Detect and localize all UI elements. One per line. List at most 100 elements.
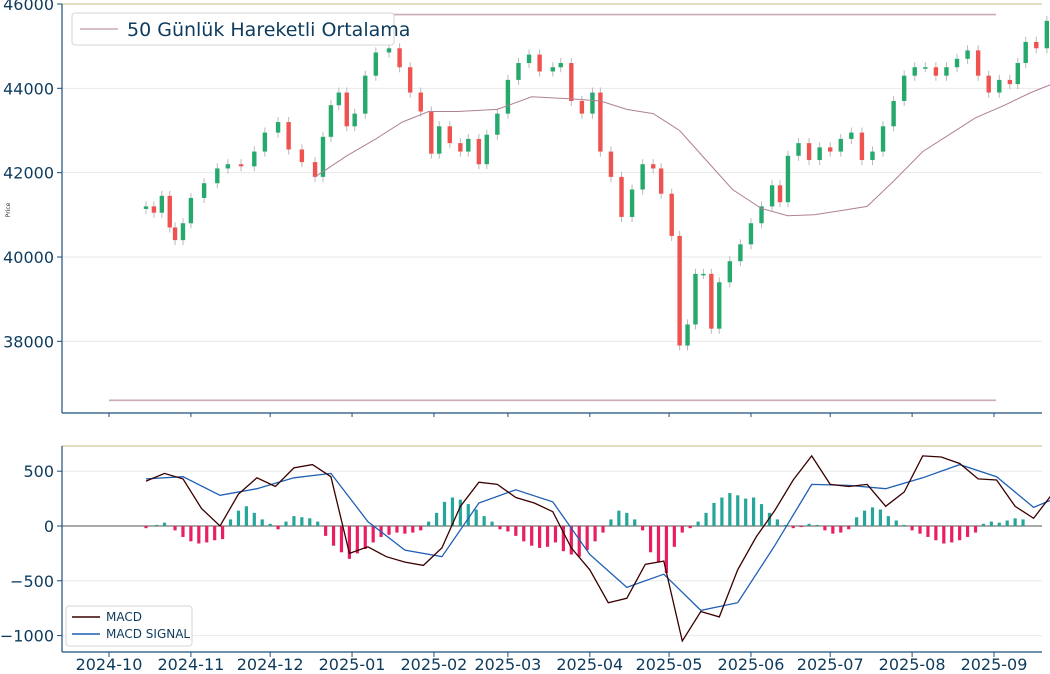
- candle-body: [363, 75, 368, 114]
- candle-body: [901, 75, 907, 101]
- candle-body: [550, 67, 556, 72]
- macd-hist-bar: [474, 509, 478, 526]
- macd-legend-label-signal: MACD SIGNAL: [106, 627, 190, 641]
- macd-hist-bar: [759, 504, 764, 526]
- candle-body: [693, 273, 698, 325]
- macd-hist-bar: [434, 512, 439, 526]
- candle-body: [495, 113, 500, 135]
- macd-hist-bar: [363, 525, 367, 549]
- macd-hist-bar: [918, 525, 922, 534]
- macd-hist-bar: [648, 525, 653, 553]
- macd-hist-bar: [617, 510, 621, 526]
- candle-body: [225, 164, 231, 169]
- macd-hist-bar: [1005, 520, 1009, 526]
- macd-signal-line: [145, 463, 1050, 612]
- macd-hist-bar: [228, 519, 233, 526]
- macd-hist-bar: [339, 525, 344, 553]
- candle-body: [447, 126, 452, 144]
- macd-hist-bar: [585, 525, 589, 551]
- price-legend-box: [71, 12, 395, 46]
- macd-hist-bar: [300, 517, 304, 526]
- macd-hist-bar: [997, 522, 1001, 526]
- candle-body: [336, 92, 342, 106]
- xtick-label: 2025-05: [636, 655, 703, 674]
- macd-hist-bar: [506, 525, 510, 532]
- macd-hist-bar: [236, 510, 241, 526]
- price-ylabel: Price: [5, 202, 12, 217]
- macd-line: [145, 454, 1050, 643]
- candle-body: [669, 193, 674, 236]
- macd-hist-bar: [347, 525, 352, 559]
- macd-hist-bar: [696, 521, 700, 526]
- macd-hist-bar: [403, 525, 407, 534]
- candle-body: [215, 168, 220, 184]
- macd-hist-bar: [744, 498, 748, 526]
- macd-hist-bar: [458, 499, 462, 526]
- candle-body: [738, 244, 743, 262]
- candle-body: [397, 48, 402, 68]
- candle-body: [516, 63, 521, 80]
- candle-body: [558, 63, 563, 68]
- xtick-label: 2024-10: [76, 655, 143, 674]
- macd-hist-bar: [791, 525, 795, 529]
- candle-body: [180, 223, 186, 241]
- macd-hist-bar: [173, 525, 177, 531]
- macd-hist-bar: [569, 525, 573, 555]
- macd-hist-bar: [680, 525, 684, 533]
- macd-hist-bar: [514, 525, 518, 536]
- macd-hist-bar: [498, 525, 502, 530]
- candle-body: [151, 206, 157, 213]
- macd-hist-bar: [981, 523, 986, 526]
- macd-hist-bar: [276, 525, 280, 530]
- candle-body: [1015, 63, 1020, 85]
- candle-body: [717, 282, 722, 329]
- candle-body: [777, 185, 783, 203]
- macd-hist-bar: [371, 525, 375, 543]
- macd-hist-bar: [220, 525, 225, 540]
- xtick-label: 2025-02: [401, 655, 468, 674]
- candle-body: [859, 132, 865, 161]
- macd-hist-bar: [736, 495, 740, 526]
- xtick-label: 2025-06: [718, 655, 785, 674]
- candle-body: [167, 195, 172, 228]
- macd-hist-bar: [427, 521, 431, 526]
- macd-panel: 500 0 −500 −1000 2024-10 2024-11 2024-12 2025-…: [0, 445, 1050, 674]
- xtick-label: 2025-08: [879, 655, 946, 674]
- macd-hist-bar: [1013, 518, 1017, 526]
- macd-hist-bar: [154, 524, 159, 526]
- candle-body: [328, 105, 334, 137]
- macd-hist-bar: [530, 525, 534, 546]
- price-ytick-label: 42000: [3, 164, 54, 183]
- price-ytick-label: 44000: [3, 79, 54, 98]
- candle-body: [828, 147, 833, 152]
- candle-body: [912, 67, 917, 76]
- candle-body: [975, 50, 981, 76]
- macd-hist-bar: [442, 501, 447, 526]
- price-ytick-label: 46000: [3, 0, 54, 14]
- macd-hist-bar: [308, 518, 312, 526]
- candle-body: [418, 92, 423, 112]
- macd-hist-bar: [450, 497, 455, 526]
- price-ytick-label: 40000: [3, 248, 54, 267]
- candle-body: [806, 143, 812, 161]
- candle-body: [944, 67, 949, 76]
- candle-body: [891, 100, 896, 127]
- macd-hist-bar: [162, 522, 167, 526]
- macd-hist-bar: [609, 519, 613, 526]
- macd-hist-bar: [466, 504, 470, 526]
- candle-body: [727, 261, 733, 283]
- macd-hist-bar: [958, 525, 962, 541]
- xtick-label: 2025-03: [474, 655, 541, 674]
- candle-body: [954, 58, 960, 68]
- candle-body: [526, 54, 532, 64]
- candle-body: [619, 176, 624, 217]
- macd-hist-bar: [664, 525, 669, 574]
- candle-body: [159, 195, 165, 213]
- macd-ytick-label: −1000: [0, 627, 54, 646]
- macd-ytick-label: 0: [44, 517, 54, 536]
- candle-body: [933, 67, 939, 76]
- macd-hist-bar: [704, 512, 708, 526]
- candle-body: [476, 138, 482, 165]
